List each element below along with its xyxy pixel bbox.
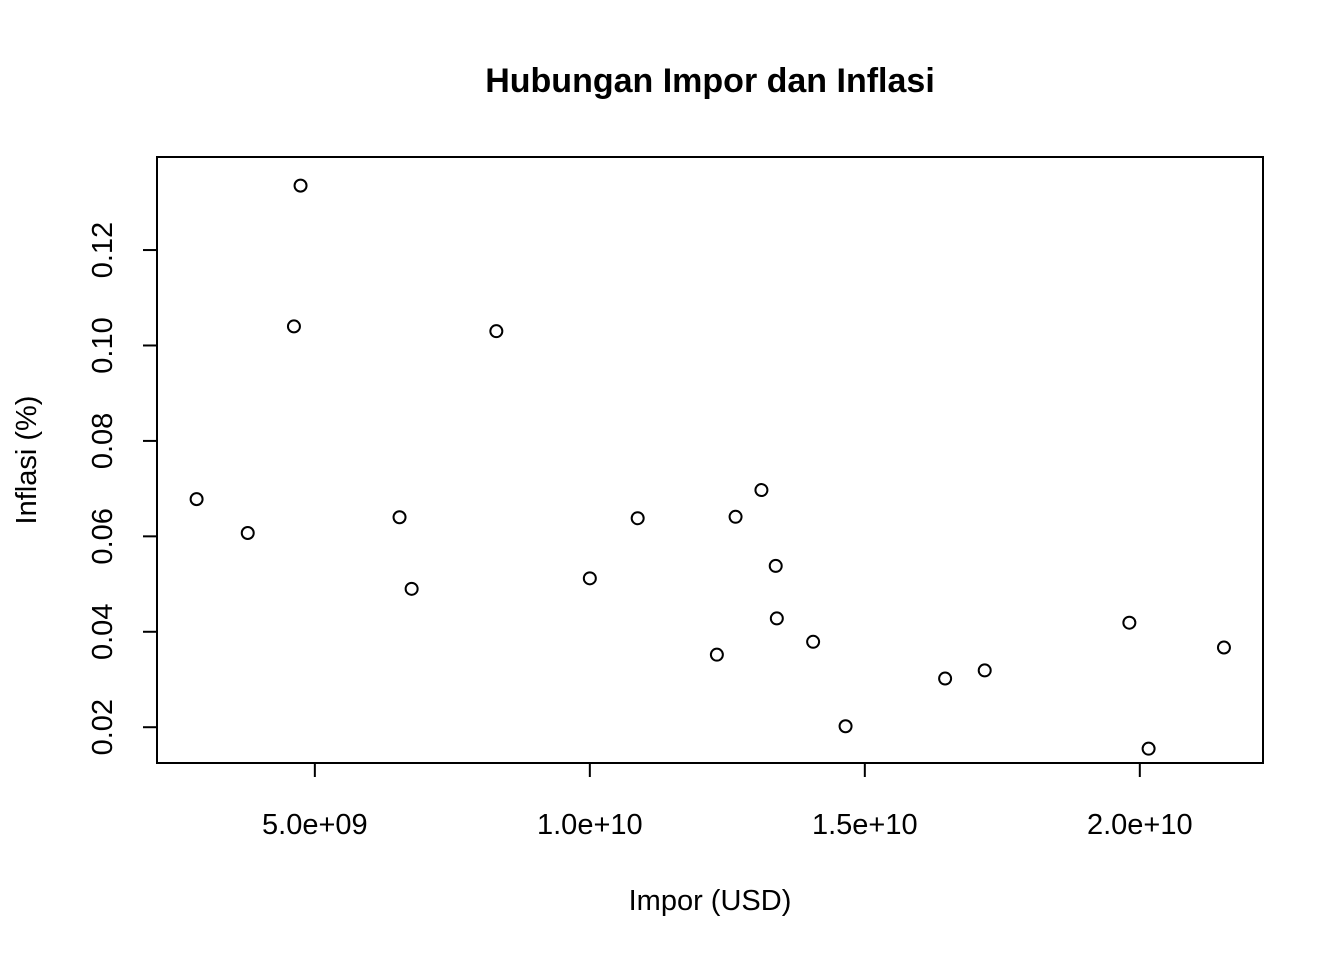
data-points <box>189 178 1231 756</box>
data-point <box>754 483 769 498</box>
y-tick-label: 0.02 <box>87 699 119 755</box>
data-point <box>806 634 821 649</box>
x-axis: 5.0e+09 1.0e+10 1.5e+10 2.0e+10 <box>262 762 1193 841</box>
data-point <box>630 511 645 526</box>
data-point <box>769 611 784 626</box>
x-tick-label: 2.0e+10 <box>1087 809 1193 841</box>
data-point <box>489 324 504 339</box>
data-point <box>392 510 407 525</box>
y-tick-label: 0.12 <box>87 222 119 278</box>
data-point <box>1216 640 1231 655</box>
data-point <box>1141 741 1156 756</box>
x-tick-label: 1.5e+10 <box>812 809 918 841</box>
data-point <box>938 671 953 686</box>
x-axis-label: Impor (USD) <box>629 885 792 917</box>
data-point <box>977 663 992 678</box>
y-tick-label: 0.10 <box>87 317 119 373</box>
data-point <box>240 526 255 541</box>
x-tick-label: 1.0e+10 <box>537 809 643 841</box>
data-point <box>709 647 724 662</box>
data-point <box>404 581 419 596</box>
data-point <box>582 571 597 586</box>
data-point <box>768 558 783 573</box>
y-tick-label: 0.04 <box>87 604 119 660</box>
data-point <box>293 178 308 193</box>
data-point <box>189 492 204 507</box>
data-point <box>728 509 743 524</box>
y-tick-label: 0.06 <box>87 508 119 564</box>
y-axis: 0.02 0.04 0.06 0.08 0.10 0.12 <box>87 222 158 755</box>
chart-title: Hubungan Impor dan Inflasi <box>485 62 935 100</box>
y-axis-label: Inflasi (%) <box>11 396 43 525</box>
plot-frame <box>156 156 1264 764</box>
data-point <box>838 719 853 734</box>
data-point <box>1122 615 1137 630</box>
x-tick-label: 5.0e+09 <box>262 809 368 841</box>
data-point <box>286 319 301 334</box>
y-tick-label: 0.08 <box>87 413 119 469</box>
